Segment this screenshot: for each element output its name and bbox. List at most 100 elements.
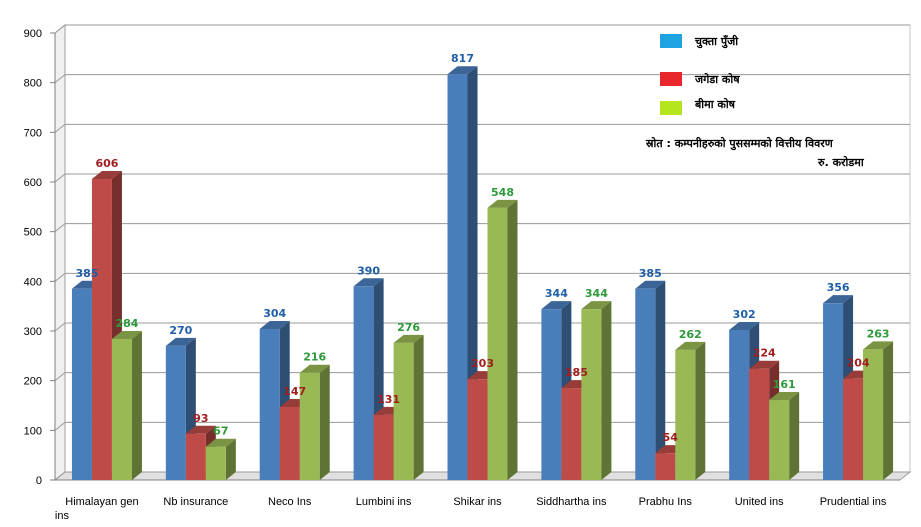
plot-side-wall — [54, 23, 66, 482]
y-tick-label: 600 — [24, 177, 42, 189]
bar-top — [541, 301, 572, 310]
bar-top — [259, 321, 290, 330]
bar-top — [769, 392, 800, 401]
y-tick-label: 100 — [24, 425, 42, 437]
data-label: 204 — [847, 357, 870, 370]
bar-side — [413, 334, 424, 480]
x-tick-label: Prabhu Ins — [639, 496, 693, 508]
bar-group — [729, 322, 800, 480]
x-tick-label: Neco Ins — [268, 496, 312, 508]
x-tick-label: Siddhartha ins — [536, 496, 607, 508]
data-label: 344 — [585, 287, 608, 300]
gridline — [54, 322, 910, 332]
x-tick-label: Lumbini ins — [356, 496, 412, 508]
y-tick-label: 700 — [24, 127, 42, 139]
data-label: 356 — [827, 281, 850, 294]
x-axis-labels: Himalayan gen ins Nb insurance Neco Ins Lumb… — [55, 496, 887, 522]
data-label: 224 — [753, 347, 776, 360]
legend-swatch — [660, 72, 682, 86]
bar-group — [71, 171, 142, 480]
gridline — [54, 421, 910, 431]
bar — [561, 388, 582, 480]
bar-top — [749, 360, 780, 369]
x-tick-label: Himalayan gen ins — [55, 496, 139, 522]
y-tick-label: 300 — [24, 326, 42, 338]
bar-side — [601, 301, 612, 480]
bar-top — [675, 341, 706, 350]
bar — [91, 179, 112, 480]
x-tick-label: Prudential ins — [820, 496, 887, 508]
data-label: 270 — [169, 324, 192, 337]
bar-top — [185, 425, 216, 434]
bar — [581, 309, 602, 480]
data-label: 606 — [95, 157, 118, 170]
bar — [843, 378, 864, 480]
bar-top — [165, 337, 196, 346]
bar — [447, 74, 468, 481]
data-label: 385 — [75, 267, 98, 280]
legend-swatch — [660, 34, 682, 48]
bar — [769, 400, 790, 480]
legend: चुक्ता पुँजी जगेडा कोष बीमा कोष — [660, 34, 740, 115]
bar — [863, 349, 884, 480]
bar-side — [883, 341, 894, 480]
bars — [71, 66, 894, 481]
bar — [729, 330, 750, 480]
y-tick-label: 0 — [36, 475, 42, 487]
data-label: 304 — [263, 307, 286, 320]
data-label: 302 — [733, 308, 756, 321]
bar — [111, 338, 132, 480]
data-label: 276 — [397, 321, 420, 334]
bar-top — [111, 330, 142, 339]
data-label: 131 — [377, 393, 400, 406]
bar-top — [91, 171, 122, 180]
bar — [279, 406, 300, 480]
bar-group — [635, 280, 706, 480]
bar-side — [319, 364, 330, 480]
data-label: 93 — [193, 412, 208, 425]
bar — [299, 372, 320, 480]
data-labels: 385 606 284 270 93 67 304 147 216 390 131 276 817 203… — [75, 52, 889, 444]
data-label: 262 — [679, 328, 702, 341]
bar-group — [447, 66, 518, 481]
gridline — [54, 471, 910, 481]
bar-top — [353, 278, 384, 287]
x-tick-label: Shikar ins — [453, 496, 502, 508]
y-tick-label: 800 — [24, 78, 42, 90]
data-label: 54 — [663, 431, 679, 444]
bar-top — [393, 334, 424, 343]
data-label: 203 — [471, 357, 494, 370]
bar — [259, 329, 280, 480]
y-tick-label: 500 — [24, 227, 42, 239]
bar-side — [695, 341, 706, 480]
bar — [467, 379, 488, 480]
bar-top — [299, 364, 330, 373]
bar-top — [205, 438, 236, 447]
bar — [353, 286, 374, 480]
bar-group — [353, 278, 424, 480]
legend-swatch — [660, 101, 682, 115]
bar — [541, 309, 562, 480]
bar-group — [823, 295, 894, 480]
y-tick-label: 400 — [24, 276, 42, 288]
data-label: 67 — [213, 425, 228, 438]
bar-side — [225, 438, 236, 480]
data-label: 216 — [303, 351, 326, 364]
bar — [165, 345, 186, 480]
y-axis-ticks: 0 100 200 300 400 500 600 700 800 900 — [24, 28, 55, 487]
gridline — [54, 123, 910, 133]
data-label: 390 — [357, 264, 380, 277]
legend-label: जगेडा कोष — [694, 72, 740, 86]
gridline — [54, 223, 910, 233]
data-label: 185 — [565, 366, 588, 379]
legend-label: बीमा कोष — [694, 97, 736, 111]
bar — [635, 288, 656, 480]
bar-top — [729, 322, 760, 331]
bar — [655, 453, 676, 480]
data-label: 263 — [867, 327, 890, 340]
y-tick-label: 200 — [24, 376, 42, 388]
gridline — [54, 74, 910, 84]
bar — [393, 342, 414, 480]
data-label: 161 — [773, 378, 796, 391]
